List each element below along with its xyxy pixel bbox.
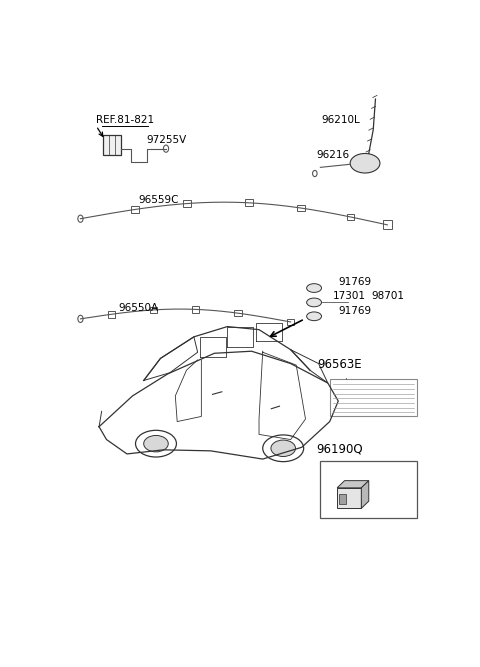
Text: 97255V: 97255V [146, 135, 186, 145]
Bar [287, 319, 294, 325]
Bar [245, 199, 252, 206]
Ellipse shape [135, 430, 177, 457]
FancyBboxPatch shape [330, 380, 417, 416]
Text: 91769: 91769 [338, 305, 372, 315]
Bar [234, 309, 241, 317]
FancyBboxPatch shape [103, 135, 121, 155]
Text: 96210L: 96210L [322, 115, 360, 125]
Ellipse shape [307, 283, 322, 292]
Polygon shape [337, 488, 361, 508]
Bar [108, 311, 115, 317]
Bar [192, 306, 200, 313]
Text: 96190Q: 96190Q [316, 442, 363, 456]
Bar [383, 220, 392, 229]
Bar [131, 206, 139, 213]
Polygon shape [361, 481, 369, 508]
Bar [339, 494, 346, 504]
FancyBboxPatch shape [321, 461, 417, 518]
Ellipse shape [307, 312, 322, 321]
Ellipse shape [263, 435, 304, 462]
Ellipse shape [144, 436, 168, 452]
Text: 96550A: 96550A [118, 303, 158, 313]
Ellipse shape [307, 298, 322, 307]
Text: 96563E: 96563E [317, 358, 362, 371]
Text: 98701: 98701 [372, 291, 405, 301]
Ellipse shape [350, 153, 380, 173]
Text: 96216: 96216 [317, 150, 350, 160]
Bar [298, 205, 305, 211]
Polygon shape [337, 481, 369, 488]
Bar [347, 213, 354, 220]
Bar [150, 307, 157, 313]
Text: 96559C: 96559C [138, 195, 179, 205]
Text: 17301: 17301 [333, 291, 366, 301]
Text: REF.81-821: REF.81-821 [96, 115, 154, 125]
Text: 91769: 91769 [338, 277, 372, 287]
Ellipse shape [271, 440, 296, 456]
Bar [183, 200, 191, 207]
